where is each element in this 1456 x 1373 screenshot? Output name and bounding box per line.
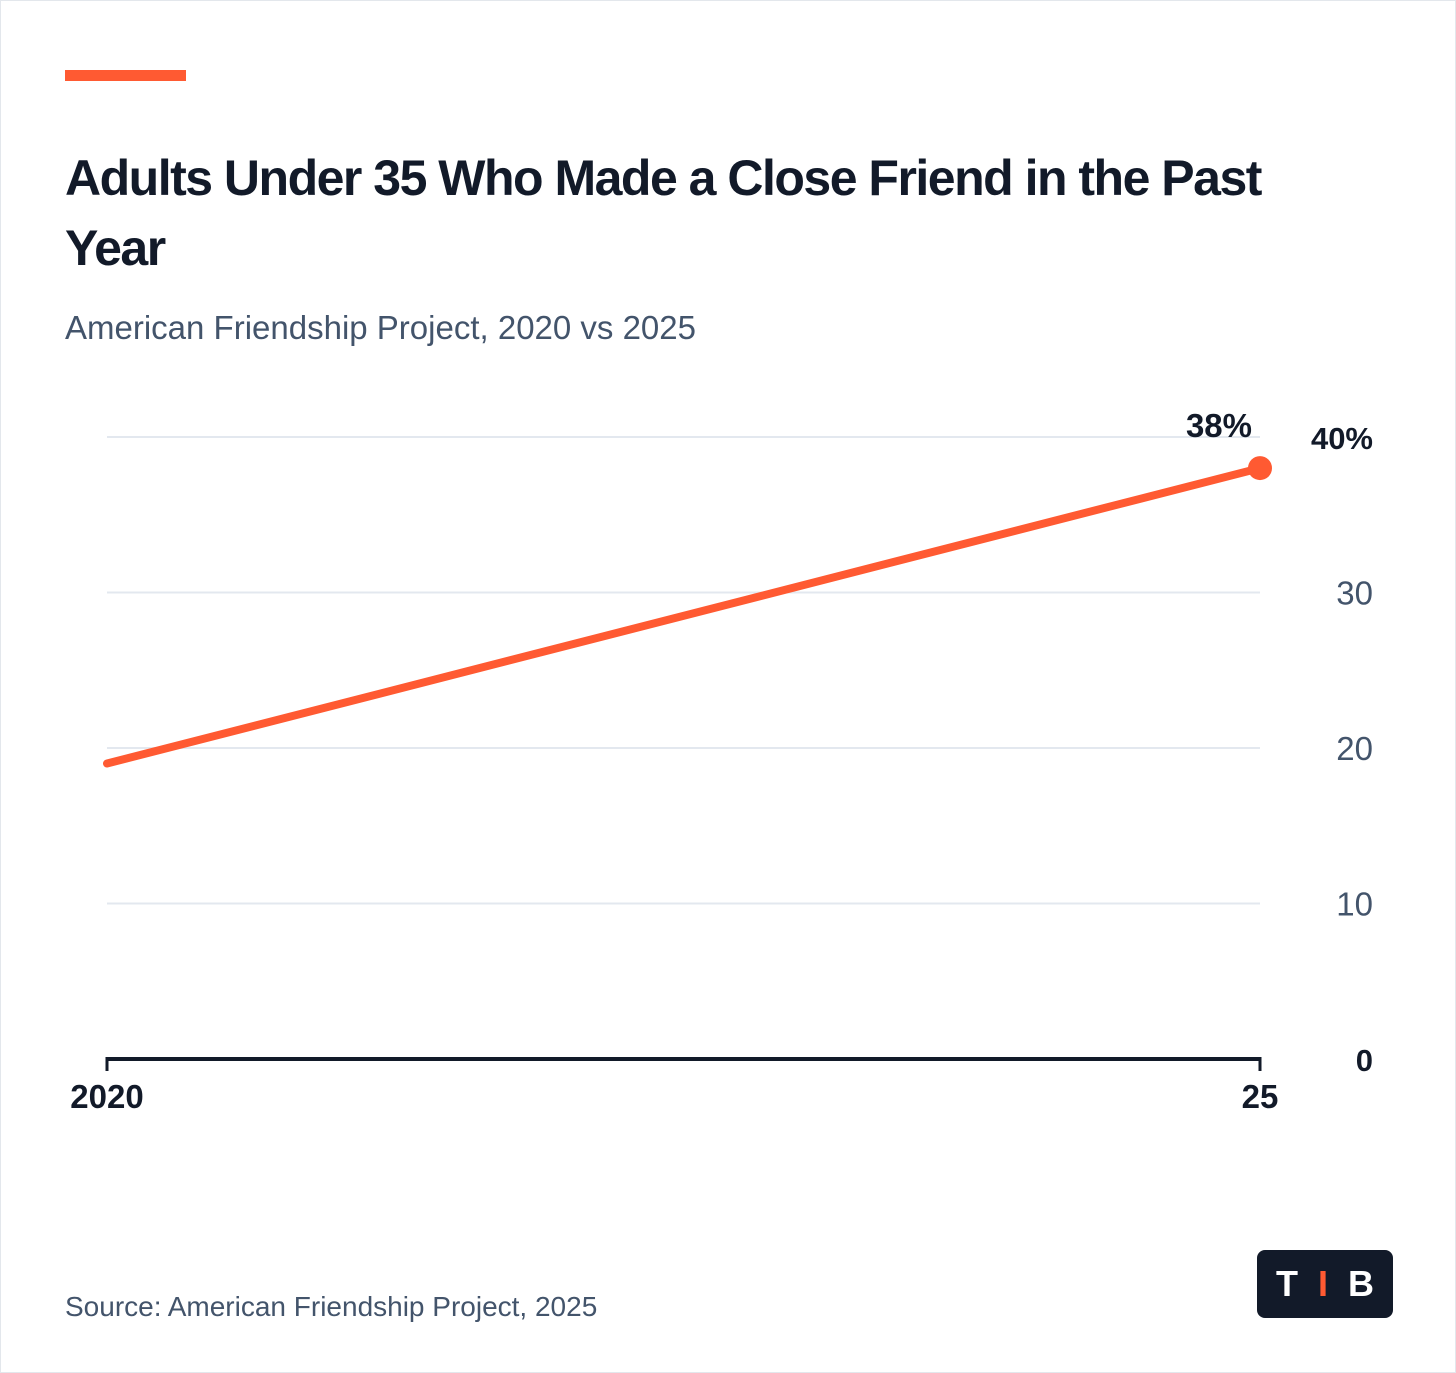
x-tick-label: 25 (1242, 1078, 1279, 1115)
chart-subtitle: American Friendship Project, 2020 vs 202… (65, 309, 696, 346)
logo-letter-i: I (1317, 1263, 1328, 1304)
x-tick-label: 2020 (70, 1078, 143, 1115)
y-tick-label: 40% (1311, 421, 1373, 456)
line-chart: 0 10 20 30 40% 2020 25 38% (70, 407, 1373, 1115)
y-tick-label: 10 (1336, 886, 1373, 923)
accent-bar (65, 70, 186, 81)
y-tick-label: 30 (1336, 575, 1373, 612)
y-tick-label: 20 (1336, 730, 1373, 767)
logo-letter-t: T (1275, 1263, 1298, 1304)
logo-letter-b: B (1348, 1263, 1374, 1304)
brand-logo: T I B (1257, 1250, 1393, 1318)
series-line (103, 464, 1264, 768)
chart-title: Adults Under 35 Who Made a Close Friend … (65, 150, 1262, 276)
data-label: 38% (1186, 407, 1252, 444)
y-tick-label: 0 (1356, 1043, 1373, 1078)
data-point (1248, 456, 1272, 481)
source-note: Source: American Friendship Project, 202… (65, 1291, 598, 1322)
